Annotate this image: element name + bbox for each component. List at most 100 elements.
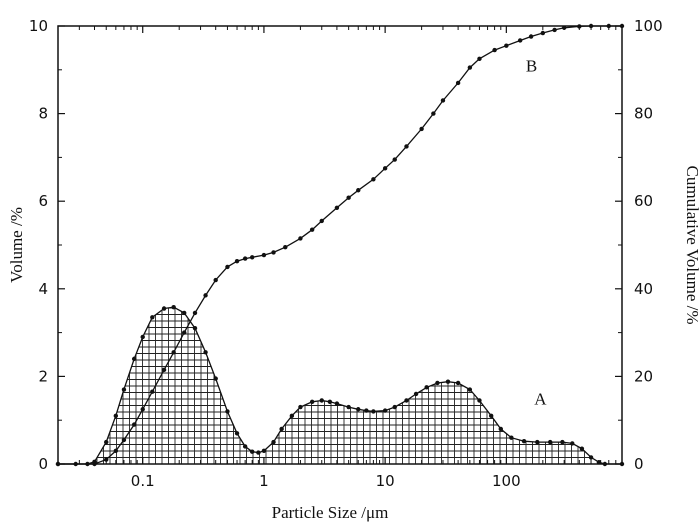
series-a-point <box>203 350 208 355</box>
series-a-point <box>521 439 527 444</box>
series-a-point <box>356 407 361 412</box>
series-b-point <box>528 34 534 39</box>
y-right-tick-label: 60 <box>634 192 653 210</box>
series-a-point <box>271 439 276 445</box>
series-b-point <box>392 157 397 162</box>
series-a-point <box>535 439 540 445</box>
y-right-tick-label: 20 <box>634 367 653 385</box>
series-a-point <box>392 404 397 410</box>
series-a-point <box>547 439 553 445</box>
series-b-point <box>234 259 240 264</box>
series-b-point <box>298 236 303 241</box>
series-b-point <box>552 27 557 33</box>
series-b-point <box>249 255 255 260</box>
series-a-point <box>477 398 482 403</box>
x-tick-label: 0.1 <box>131 472 155 490</box>
series-a-point <box>213 376 218 381</box>
series-a-point <box>570 441 575 446</box>
series-a-point <box>435 380 440 386</box>
axis-ticks <box>57 25 623 465</box>
series-b-point <box>203 293 208 298</box>
series-b-point <box>319 218 324 224</box>
series-a-point <box>279 426 284 432</box>
series-a-point <box>498 426 503 432</box>
series-b-point <box>261 252 267 258</box>
series-b-point <box>271 250 276 255</box>
series-b-point <box>104 457 109 462</box>
y-right-tick-label: 0 <box>634 455 644 473</box>
series-a-label: A <box>534 389 547 408</box>
series-a-point <box>131 356 137 362</box>
series-b-point <box>161 367 167 373</box>
series-a-point <box>467 387 473 392</box>
series-a-point <box>225 409 230 414</box>
y-axis-left-label: Volume /% <box>7 207 26 283</box>
y-right-tick-label: 80 <box>634 105 653 123</box>
series-a-point <box>334 401 340 406</box>
series-a-point <box>261 448 267 454</box>
series-b-point <box>492 47 497 53</box>
series-b-point <box>283 244 288 250</box>
x-tick-label: 1 <box>259 472 269 490</box>
series-b-point <box>309 227 315 232</box>
series-a-point <box>371 409 376 414</box>
series-b-point <box>150 389 155 394</box>
y-left-tick-label: 4 <box>38 280 48 298</box>
series-b-point <box>404 144 409 149</box>
series-b-point <box>356 188 361 193</box>
x-tick-label: 100 <box>492 472 521 490</box>
y-left-tick-label: 8 <box>38 105 48 123</box>
series-a-point <box>161 306 167 311</box>
series-a-point <box>455 380 461 386</box>
series-b-point <box>477 56 482 62</box>
series-a-point <box>588 455 594 460</box>
series-b-point <box>131 422 137 427</box>
series-a-point <box>424 385 429 390</box>
y-left-tick-label: 10 <box>29 17 48 35</box>
y-left-tick-label: 0 <box>38 455 48 473</box>
series-a-point <box>579 446 585 451</box>
series-b-point <box>431 111 436 116</box>
series-b-point <box>455 80 461 86</box>
series-a-point <box>319 398 324 403</box>
series-a-point <box>488 413 494 419</box>
series-b-point <box>371 177 376 182</box>
series-b-point <box>419 126 424 132</box>
x-axis-label: Particle Size /μm <box>272 503 389 522</box>
series-a-point <box>560 439 565 445</box>
y-right-tick-label: 100 <box>634 17 663 35</box>
series-a-point <box>150 315 155 320</box>
x-tick-label: 10 <box>376 472 395 490</box>
series-a-point <box>104 439 109 445</box>
series-b-point <box>242 256 248 261</box>
series-a-point <box>234 431 240 436</box>
series-b-point <box>334 205 340 210</box>
series-lines <box>55 23 625 467</box>
series-b-point <box>213 277 218 283</box>
series-b-point <box>504 43 509 48</box>
series-a-point <box>113 413 119 419</box>
series-a-point <box>140 334 145 340</box>
series-b-point <box>382 166 388 171</box>
series-a-point <box>242 444 248 449</box>
series-b-label: B <box>526 56 537 75</box>
series-a-point <box>182 310 187 316</box>
series-b-point <box>467 65 473 70</box>
series-b-point <box>346 195 351 200</box>
series-b-point <box>440 98 446 103</box>
series-b-point <box>540 30 546 36</box>
y-right-tick-label: 40 <box>634 280 653 298</box>
series-a-point <box>413 391 419 397</box>
y-left-tick-label: 6 <box>38 192 48 210</box>
series-a-point <box>249 449 255 454</box>
series-a-point <box>309 399 315 405</box>
series-a-point <box>121 387 127 392</box>
series-a-point <box>192 326 198 331</box>
series-a-point <box>445 379 451 384</box>
y-left-tick-label: 2 <box>38 367 48 385</box>
series-a-point <box>327 399 333 405</box>
series-a-point <box>382 408 388 413</box>
series-a-point <box>404 398 409 403</box>
